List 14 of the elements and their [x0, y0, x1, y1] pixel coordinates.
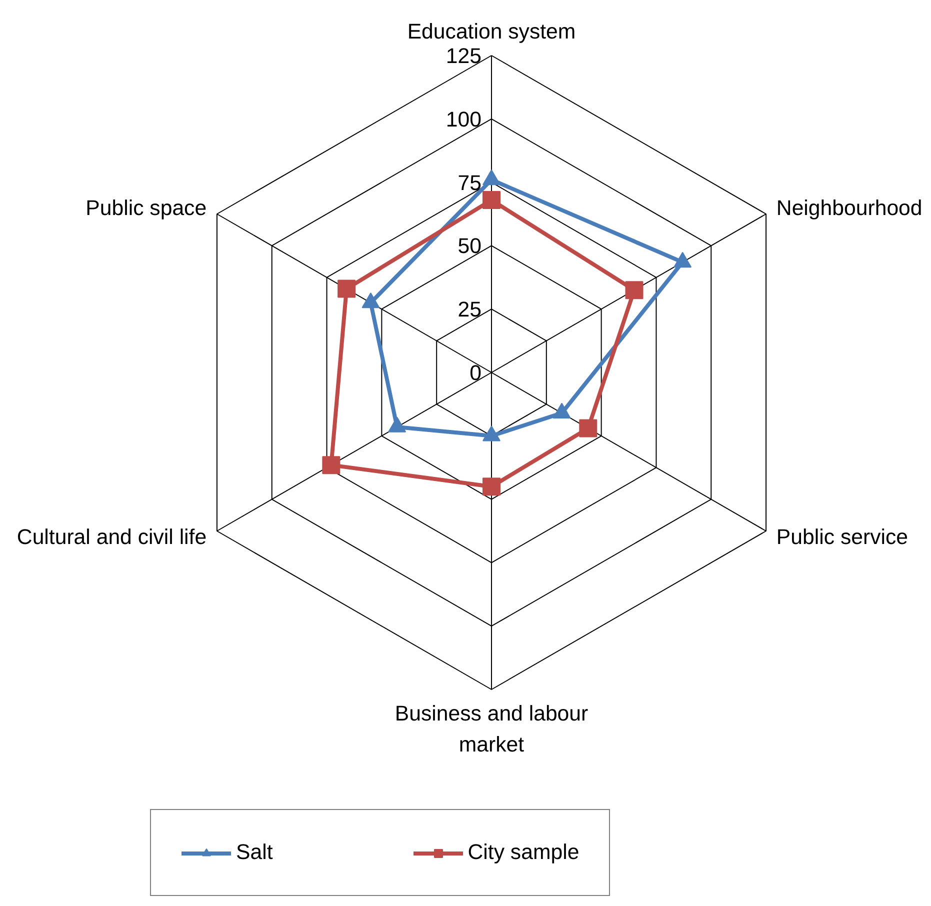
legend-label: Salt — [236, 840, 273, 865]
legend-label: City sample — [468, 840, 580, 865]
y-tick-label: 100 — [446, 107, 482, 132]
y-tick-label: 25 — [458, 298, 482, 322]
y-tick-label: 75 — [458, 170, 482, 195]
spoke-label: Neighbourhood — [776, 196, 922, 220]
spoke-label: Cultural and civil life — [16, 525, 207, 549]
y-tick-label: 125 — [446, 44, 482, 68]
spoke-label: Education system — [407, 20, 576, 44]
y-tick-label: 50 — [458, 234, 482, 258]
spoke-label: Public service — [776, 525, 908, 549]
spoke-label: Public space — [86, 196, 207, 220]
spoke-label: Business and labour market — [394, 702, 588, 757]
y-tick-label: 0 — [470, 361, 482, 385]
